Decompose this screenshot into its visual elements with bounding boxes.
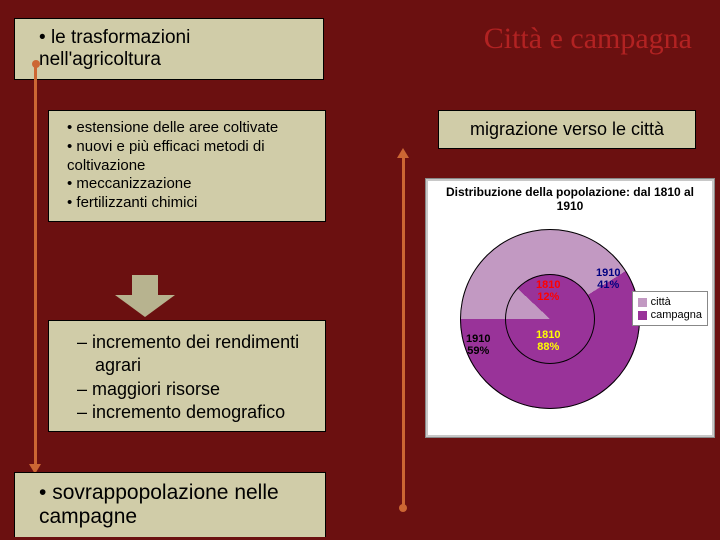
- arrow-down-icon: [115, 275, 175, 320]
- agri-line: le trasformazioninell'agricoltura: [39, 27, 313, 71]
- pie-label: 191059%: [466, 333, 490, 357]
- over-line: sovrappopolazione nelle campagne: [39, 481, 317, 529]
- result-item: maggiori risorse: [77, 378, 315, 401]
- chart-title: Distribuzione della popolazione: dal 181…: [428, 181, 712, 217]
- box-agriculture: le trasformazioninell'agricoltura: [14, 18, 324, 80]
- method-item: estensione delle aree coltivate: [67, 119, 315, 138]
- legend-item: città: [638, 296, 702, 308]
- connector-line-right: [402, 156, 405, 506]
- box-results: incremento dei rendimenti agrari maggior…: [48, 320, 326, 432]
- pie-label: 191041%: [596, 267, 620, 291]
- result-item: incremento demografico: [77, 401, 315, 424]
- legend-item: campagna: [638, 309, 702, 321]
- connector-line-left: [34, 66, 37, 466]
- box-methods: estensione delle aree coltivate nuovi e …: [48, 110, 326, 222]
- method-item: fertilizzanti chimici: [67, 194, 315, 213]
- box-overpopulation: sovrappopolazione nelle campagne: [14, 472, 326, 537]
- migration-text: migrazione verso le città: [470, 119, 664, 139]
- box-migration: migrazione verso le città: [438, 110, 696, 149]
- pie-label: 181088%: [536, 329, 560, 353]
- method-item: meccanizzazione: [67, 175, 315, 194]
- method-item: nuovi e più efficaci metodi di coltivazi…: [67, 138, 315, 176]
- connector-dot-bottom: [399, 504, 407, 512]
- result-item: incremento dei rendimenti agrari: [77, 331, 315, 378]
- chart-legend: città campagna: [632, 291, 708, 326]
- slide-title: Città e campagna: [484, 22, 692, 56]
- population-chart: Distribuzione della popolazione: dal 181…: [425, 178, 715, 438]
- pie-label: 181012%: [536, 279, 560, 303]
